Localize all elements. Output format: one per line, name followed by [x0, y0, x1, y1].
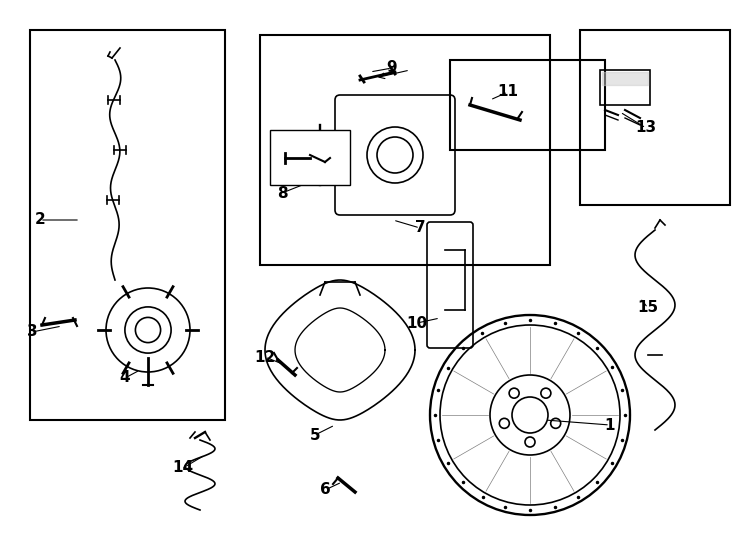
Text: 7: 7: [415, 220, 425, 235]
Text: 12: 12: [255, 349, 276, 364]
Bar: [260, 35, 550, 265]
Text: 2: 2: [34, 213, 46, 227]
Text: 4: 4: [120, 370, 131, 386]
Bar: [270, 130, 350, 185]
Text: 6: 6: [319, 483, 330, 497]
Text: 5: 5: [310, 428, 320, 442]
Bar: [30, 30, 225, 420]
Bar: [450, 60, 605, 150]
Text: 1: 1: [605, 417, 615, 433]
Text: 14: 14: [172, 461, 194, 476]
Text: 9: 9: [387, 60, 397, 76]
Text: 15: 15: [637, 300, 658, 315]
Bar: [580, 30, 730, 205]
Text: 10: 10: [407, 315, 428, 330]
Text: 3: 3: [26, 325, 37, 340]
Text: 8: 8: [277, 186, 287, 200]
Text: 13: 13: [636, 120, 656, 136]
Text: 11: 11: [498, 84, 518, 99]
